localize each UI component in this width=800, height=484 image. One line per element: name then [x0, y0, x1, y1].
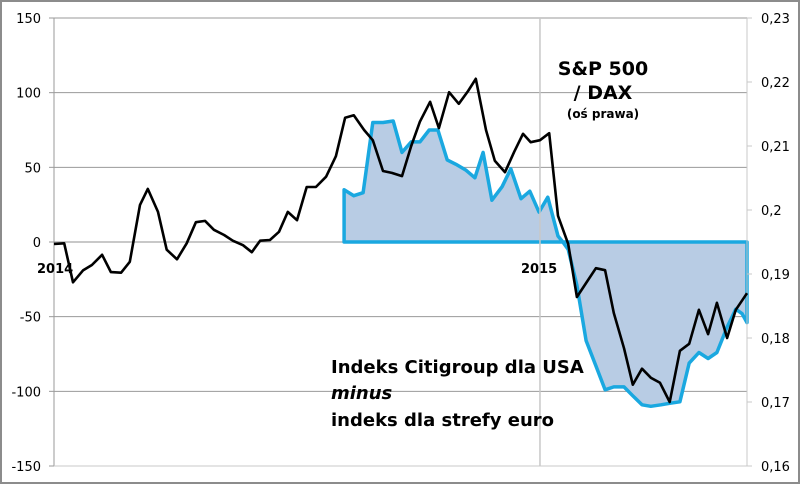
- annotation-citi-line3: indeks dla strefy euro: [331, 410, 554, 431]
- x-tick-label-2014: 2014: [37, 262, 73, 277]
- right-tick-label: 0,22: [761, 76, 790, 91]
- right-tick-label: 0,2: [761, 204, 782, 219]
- sp-dax-line-layer: [53, 77, 749, 404]
- left-axis-ticks: 150 100 50 0 -50 -100 -150: [11, 12, 54, 475]
- annotation-citi-line2: minus: [331, 383, 393, 404]
- left-tick-label: 100: [16, 87, 41, 102]
- right-tick-label: 0,21: [761, 140, 790, 155]
- x-tick-label-2015: 2015: [521, 262, 557, 277]
- right-tick-label: 0,23: [761, 12, 790, 27]
- annotation-sp-dax-line3: (oś prawa): [567, 107, 639, 121]
- left-tick-label: -100: [11, 385, 41, 400]
- annotation-sp-dax-line1: S&P 500: [558, 58, 648, 80]
- annotation-sp-dax-line2: / DAX: [574, 82, 633, 104]
- right-tick-label: 0,18: [761, 332, 790, 347]
- right-tick-label: 0,16: [761, 460, 790, 475]
- left-tick-label: 150: [16, 12, 41, 27]
- right-tick-label: 0,19: [761, 268, 790, 283]
- citi-area-layer: [342, 119, 749, 409]
- left-tick-label: -50: [20, 311, 41, 326]
- right-axis-ticks: 0,23 0,22 0,21 0,2 0,19 0,18 0,17 0,16: [747, 12, 790, 475]
- left-tick-label: 50: [24, 161, 41, 176]
- left-tick-label: 0: [33, 236, 41, 251]
- x-axis-ticks: 2014 2015: [37, 262, 557, 277]
- annotation-citi-line1: Indeks Citigroup dla USA: [331, 357, 584, 378]
- sp-dax-line: [53, 77, 749, 404]
- citi-area: [342, 119, 749, 409]
- left-tick-label: -150: [11, 460, 41, 475]
- right-tick-label: 0,17: [761, 396, 790, 411]
